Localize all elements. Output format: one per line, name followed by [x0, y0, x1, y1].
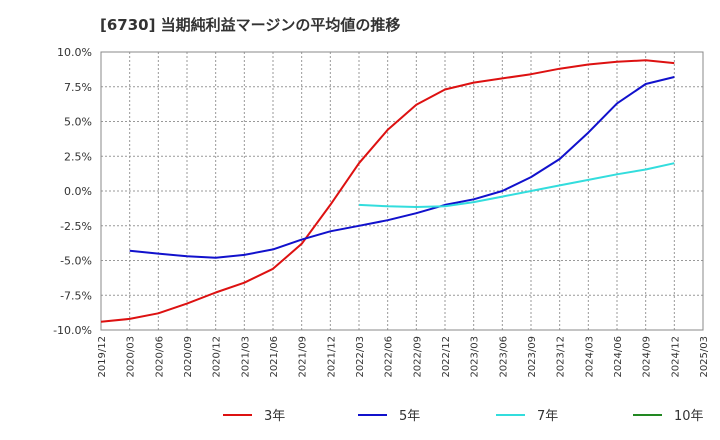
x-tick-label: 2023/03 [470, 336, 481, 378]
x-tick-label: 2022/06 [384, 336, 395, 378]
legend-label: 7年 [537, 409, 558, 424]
plot-area-border [100, 51, 704, 331]
x-tick-label: 2023/06 [498, 336, 509, 378]
y-tick-label: 2.5% [64, 150, 92, 163]
series-lines [100, 59, 675, 323]
series-line-7年 [358, 162, 675, 208]
x-tick-label: 2022/03 [355, 336, 366, 378]
legend-label: 5年 [399, 409, 420, 424]
series-line-3年 [100, 59, 675, 323]
chart-title: [6730] 当期純利益マージンの平均値の推移 [100, 16, 401, 34]
y-tick-label: 0.0% [64, 185, 92, 198]
legend: 3年 5年 7年 10年 [223, 409, 704, 424]
x-tick-label: 2020/06 [154, 336, 165, 378]
x-tick-label: 2023/09 [527, 336, 538, 378]
x-tick-label: 2019/12 [97, 336, 108, 378]
y-tick-label: -2.5% [60, 220, 92, 233]
y-tick-label: 10.0% [57, 46, 92, 59]
x-tick-label: 2020/09 [183, 336, 194, 378]
x-tick-label: 2021/06 [269, 336, 280, 378]
x-tick-label: 2021/03 [240, 336, 251, 378]
x-tick-label: 2020/03 [126, 336, 137, 378]
x-tick-label: 2025/03 [699, 336, 710, 378]
x-tick-label: 2022/12 [441, 336, 452, 378]
y-tick-label: -7.5% [60, 289, 92, 302]
x-tick-label: 2021/12 [326, 336, 337, 378]
y-tick-label: 7.5% [64, 81, 92, 94]
x-tick-label: 2020/12 [212, 336, 223, 378]
y-tick-label: 5.0% [64, 116, 92, 129]
y-tick-label: -10.0% [53, 324, 92, 337]
y-axis-ticks: 10.0% 7.5% 5.0% 2.5% 0.0% -2.5% -5.0% -7.5% -10.… [53, 46, 92, 337]
x-tick-label: 2024/06 [613, 336, 624, 378]
x-tick-label: 2023/12 [556, 336, 567, 378]
x-tick-label: 2024/09 [642, 336, 653, 378]
y-tick-label: -5.0% [60, 255, 92, 268]
grid-lines [101, 52, 703, 330]
x-tick-label: 2021/09 [298, 336, 309, 378]
x-tick-label: 2024/12 [670, 336, 681, 378]
series-line-5年 [129, 76, 675, 259]
legend-label: 3年 [264, 409, 285, 424]
x-tick-label: 2024/03 [584, 336, 595, 378]
legend-label: 10年 [674, 409, 704, 424]
x-tick-label: 2022/09 [412, 336, 423, 378]
x-axis-ticks: 2019/12 2020/03 2020/06 2020/09 2020/12 2021/… [97, 336, 710, 378]
